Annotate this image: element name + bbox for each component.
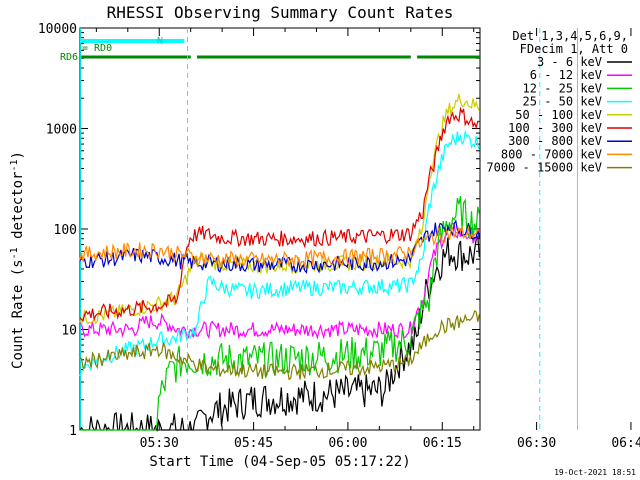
- y-tick-label: 1: [69, 424, 77, 439]
- state-bars-layer: = RD0 N RD6: [60, 36, 480, 63]
- series-line: [79, 129, 480, 377]
- vertical-markers-layer: [80, 28, 578, 430]
- y-axis-label-sup1: -1: [9, 247, 20, 259]
- legend-entry-label: 300 - 800 keV: [508, 134, 602, 148]
- y-tick-label: 1000: [46, 123, 77, 138]
- legend-entry-label: 7000 - 15000 keV: [486, 161, 602, 175]
- y-axis-label-main: Count Rate (s: [10, 259, 26, 369]
- series-line: [79, 234, 480, 433]
- state-bar-segment: [80, 39, 185, 43]
- legend-header-line-1: Det 1,3,4,5,6,9,: [512, 29, 628, 43]
- y-axis-label: Count Rate (s-1 detector-1): [9, 151, 27, 369]
- series-line: [80, 195, 480, 431]
- y-axis-label-mid: detector: [10, 172, 26, 248]
- series-line: [79, 221, 480, 340]
- x-axis-label: Start Time (04-Sep-05 05:17:22): [149, 454, 410, 470]
- state-bar-segment: [80, 55, 191, 59]
- legend-entry-label: 12 - 25 keV: [523, 81, 602, 95]
- plot-area: 1 10 100 1000 10000 05:30 05:45 06:00 06:15 06:30…: [38, 22, 640, 451]
- state-bar-label: RD6: [60, 52, 78, 63]
- x-tick-label: 06:00: [328, 436, 367, 451]
- legend-entry-label: 800 - 7000 keV: [501, 147, 602, 161]
- y-axis-label-sup2: -1: [9, 159, 20, 171]
- legend-entry-label: 3 - 6 keV: [537, 55, 602, 69]
- series-line: [79, 310, 480, 381]
- state-bar-segment: [196, 55, 411, 59]
- series-line: [79, 226, 480, 269]
- series-line: [79, 106, 480, 322]
- series-layer: [79, 93, 480, 433]
- state-bar-segment: [417, 55, 480, 59]
- legend-entry-label: 100 - 300 keV: [508, 121, 602, 135]
- legend: Det 1,3,4,5,6,9, FDecim 1, Att 0 3 - 6 k…: [486, 29, 632, 175]
- x-tick-label: 06:30: [517, 436, 556, 451]
- axis-labels: Start Time (04-Sep-05 05:17:22) Count Ra…: [9, 151, 411, 470]
- date-stamp: 19-Oct-2021 18:51: [554, 468, 636, 477]
- series-line: [79, 93, 480, 326]
- y-tick-label: 10000: [38, 22, 77, 37]
- legend-entry-label: 25 - 50 keV: [523, 95, 602, 109]
- x-tick-label: 06:45: [611, 436, 640, 451]
- legend-entry-label: 6 - 12 keV: [530, 68, 602, 82]
- state-bar-label: = RD0: [82, 43, 112, 54]
- x-tick-label: 05:30: [140, 436, 179, 451]
- legend-header-line-2: FDecim 1, Att 0: [520, 42, 628, 56]
- chart-title: RHESSI Observing Summary Count Rates: [107, 3, 454, 22]
- x-tick-label: 05:45: [234, 436, 273, 451]
- y-axis-label-end: ): [10, 151, 26, 159]
- series-line: [79, 219, 480, 274]
- legend-entry-label: 50 - 100 keV: [515, 108, 602, 122]
- x-tick-label: 06:15: [423, 436, 462, 451]
- y-tick-label: 100: [54, 223, 77, 238]
- ticks-layer: 1 10 100 1000 10000 05:30 05:45 06:00 06:15 06:30…: [38, 22, 640, 451]
- y-tick-label: 10: [61, 324, 77, 339]
- state-bar-label: N: [157, 36, 163, 47]
